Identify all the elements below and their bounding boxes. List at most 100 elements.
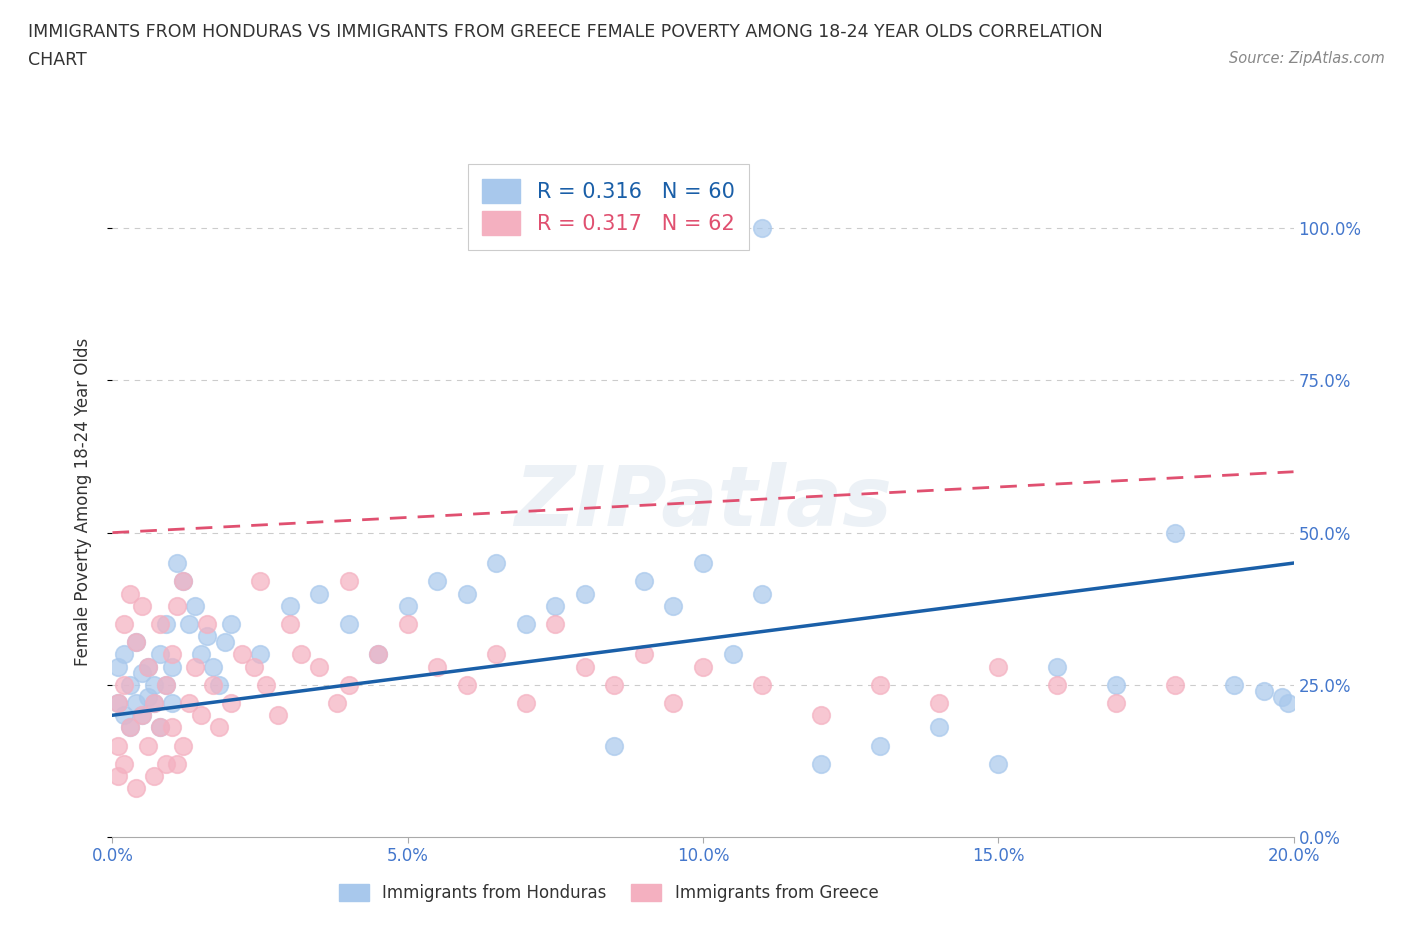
- Point: [692, 659, 714, 674]
- Point: [326, 696, 349, 711]
- Point: [987, 659, 1010, 674]
- Point: [131, 665, 153, 680]
- Point: [928, 696, 950, 711]
- Point: [107, 769, 129, 784]
- Point: [160, 696, 183, 711]
- Point: [112, 617, 135, 631]
- Point: [160, 647, 183, 662]
- Point: [254, 677, 277, 692]
- Point: [112, 756, 135, 771]
- Point: [201, 677, 224, 692]
- Point: [426, 659, 449, 674]
- Text: Source: ZipAtlas.com: Source: ZipAtlas.com: [1229, 51, 1385, 66]
- Point: [249, 574, 271, 589]
- Point: [231, 647, 253, 662]
- Point: [107, 738, 129, 753]
- Point: [810, 756, 832, 771]
- Point: [112, 677, 135, 692]
- Point: [751, 220, 773, 235]
- Point: [928, 720, 950, 735]
- Point: [1271, 689, 1294, 704]
- Point: [172, 738, 194, 753]
- Point: [869, 677, 891, 692]
- Point: [810, 708, 832, 723]
- Point: [290, 647, 312, 662]
- Point: [337, 574, 360, 589]
- Point: [219, 696, 242, 711]
- Point: [1105, 696, 1128, 711]
- Point: [125, 696, 148, 711]
- Point: [125, 635, 148, 650]
- Point: [1046, 677, 1069, 692]
- Point: [1253, 684, 1275, 698]
- Point: [155, 756, 177, 771]
- Point: [485, 555, 508, 570]
- Point: [869, 738, 891, 753]
- Point: [120, 720, 142, 735]
- Point: [131, 708, 153, 723]
- Point: [1277, 696, 1299, 711]
- Point: [396, 617, 419, 631]
- Point: [214, 635, 236, 650]
- Point: [1046, 659, 1069, 674]
- Point: [125, 635, 148, 650]
- Y-axis label: Female Poverty Among 18-24 Year Olds: Female Poverty Among 18-24 Year Olds: [73, 339, 91, 666]
- Point: [120, 720, 142, 735]
- Point: [456, 586, 478, 601]
- Point: [160, 720, 183, 735]
- Point: [120, 586, 142, 601]
- Point: [337, 617, 360, 631]
- Point: [987, 756, 1010, 771]
- Point: [172, 574, 194, 589]
- Point: [243, 659, 266, 674]
- Point: [190, 647, 212, 662]
- Point: [107, 696, 129, 711]
- Point: [142, 677, 165, 692]
- Point: [603, 738, 626, 753]
- Point: [155, 677, 177, 692]
- Point: [1105, 677, 1128, 692]
- Point: [515, 696, 537, 711]
- Point: [208, 677, 231, 692]
- Point: [208, 720, 231, 735]
- Point: [426, 574, 449, 589]
- Point: [662, 696, 685, 711]
- Point: [107, 696, 129, 711]
- Point: [751, 586, 773, 601]
- Point: [308, 659, 330, 674]
- Point: [155, 677, 177, 692]
- Point: [160, 659, 183, 674]
- Point: [367, 647, 389, 662]
- Point: [721, 647, 744, 662]
- Point: [219, 617, 242, 631]
- Point: [179, 617, 201, 631]
- Point: [136, 689, 159, 704]
- Point: [142, 769, 165, 784]
- Point: [278, 617, 301, 631]
- Legend: Immigrants from Honduras, Immigrants from Greece: Immigrants from Honduras, Immigrants fro…: [332, 878, 886, 909]
- Point: [633, 574, 655, 589]
- Point: [142, 696, 165, 711]
- Point: [166, 598, 188, 613]
- Point: [136, 659, 159, 674]
- Point: [120, 677, 142, 692]
- Point: [131, 708, 153, 723]
- Point: [337, 677, 360, 692]
- Point: [149, 647, 172, 662]
- Point: [1164, 525, 1187, 540]
- Point: [195, 617, 218, 631]
- Text: IMMIGRANTS FROM HONDURAS VS IMMIGRANTS FROM GREECE FEMALE POVERTY AMONG 18-24 YE: IMMIGRANTS FROM HONDURAS VS IMMIGRANTS F…: [28, 23, 1102, 41]
- Point: [184, 659, 207, 674]
- Point: [662, 598, 685, 613]
- Point: [107, 659, 129, 674]
- Point: [485, 647, 508, 662]
- Point: [544, 617, 567, 631]
- Point: [195, 629, 218, 644]
- Point: [190, 708, 212, 723]
- Point: [249, 647, 271, 662]
- Point: [515, 617, 537, 631]
- Point: [131, 598, 153, 613]
- Point: [142, 696, 165, 711]
- Point: [692, 555, 714, 570]
- Point: [136, 659, 159, 674]
